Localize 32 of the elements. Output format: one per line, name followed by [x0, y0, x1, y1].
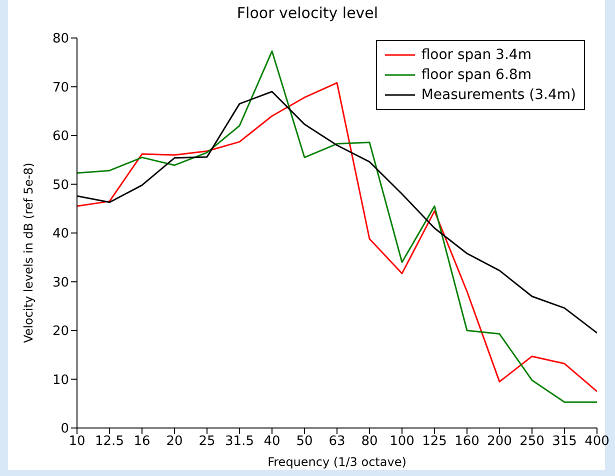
- x-tick-label: 400: [584, 434, 610, 450]
- x-tick-label: 50: [296, 434, 313, 450]
- y-tick-label: 20: [52, 324, 69, 340]
- x-axis-title: Frequency (1/3 octave): [268, 455, 406, 469]
- x-tick-label: 250: [520, 434, 544, 450]
- x-tick-label: 100: [390, 434, 414, 450]
- x-tick-label: 25: [198, 434, 216, 450]
- legend-label: floor span 3.4m: [421, 46, 532, 65]
- x-tick-label: 200: [487, 434, 512, 450]
- y-tick-label: 60: [52, 129, 69, 144]
- y-tick-label: 40: [52, 226, 69, 242]
- y-tick-label: 80: [52, 32, 69, 47]
- y-tick-label: 0: [60, 422, 69, 437]
- y-tick-label: 70: [52, 80, 69, 96]
- x-tick-label: 31.5: [225, 434, 254, 450]
- y-tick-label: 30: [52, 275, 69, 290]
- y-axis-title: Velocity levels in dB (ref 5e-8): [21, 162, 36, 343]
- x-tick-label: 80: [361, 434, 378, 450]
- chart-title: Floor velocity level: [236, 4, 380, 22]
- x-tick-label: 20: [166, 434, 183, 450]
- x-tick-label: 125: [422, 434, 447, 450]
- legend-label: Measurements (3.4m): [421, 86, 576, 105]
- y-tick-label: 10: [52, 372, 69, 388]
- x-tick-label: 315: [552, 434, 577, 450]
- x-tick-label: 160: [454, 434, 480, 450]
- x-tick-label: 12.5: [95, 434, 124, 450]
- x-tick-label: 40: [264, 434, 280, 450]
- x-tick-label: 10: [68, 434, 86, 450]
- x-tick-label: 63: [328, 434, 346, 450]
- y-tick-label: 50: [52, 178, 69, 193]
- legend-label: floor span 6.8m: [421, 66, 532, 85]
- x-tick-label: 16: [134, 434, 150, 450]
